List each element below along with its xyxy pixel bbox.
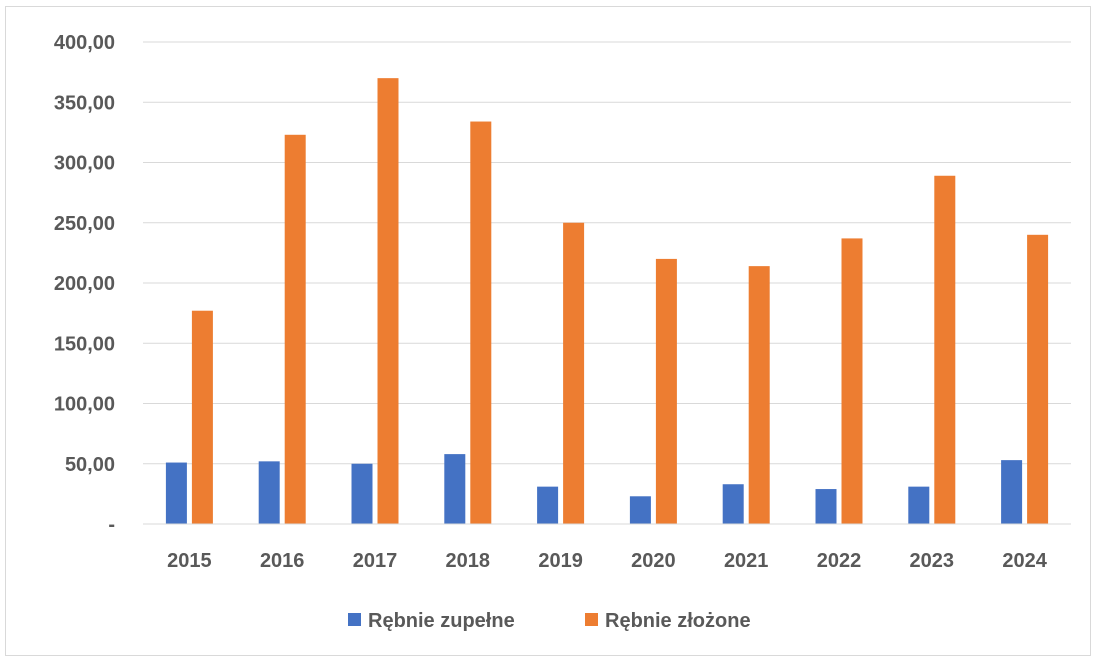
y-tick-label: 100,00 [54,394,115,416]
bar-rebnie-zupelne-2022 [815,489,837,524]
y-tick-label: 400,00 [54,32,115,54]
legend-label: Rębnie złożone [605,610,751,632]
bar-rebnie-zupelne-2017 [351,463,373,524]
bar-rebnie-zlozone-2015 [191,310,213,524]
bar-rebnie-zupelne-2018 [444,454,466,524]
bar-rebnie-zupelne-2023 [908,486,930,524]
x-tick-label: 2017 [353,550,398,572]
x-tick-label: 2019 [538,550,583,572]
legend-label: Rębnie zupełne [368,610,515,632]
bar-rebnie-zupelne-2019 [537,486,559,524]
x-tick-label: 2015 [167,550,212,572]
y-tick-label: 350,00 [54,92,115,114]
bar-rebnie-zlozone-2017 [377,78,399,525]
x-tick-label: 2016 [260,550,305,572]
bar-rebnie-zupelne-2015 [165,462,187,524]
y-axis-labels: - 50,00 100,00 150,00 200,00 250,00 300,00 350,… [54,32,115,536]
bar-rebnie-zlozone-2024 [1027,234,1049,525]
bar-rebnie-zupelne-2021 [722,484,744,524]
chart-frame [5,6,1091,656]
legend-swatch [348,613,361,626]
y-tick-label: - [108,514,115,536]
x-tick-label: 2021 [724,550,769,572]
bar-rebnie-zlozone-2023 [934,175,956,524]
bar-rebnie-zupelne-2020 [629,496,651,524]
x-tick-label: 2018 [446,550,491,572]
bars [165,78,1049,525]
bar-rebnie-zlozone-2016 [284,134,306,524]
x-tick-label: 2022 [817,550,862,572]
legend: Rębnie zupełne Rębnie złożone [348,610,751,632]
y-tick-label: 150,00 [54,333,115,355]
bar-rebnie-zlozone-2022 [841,238,863,525]
legend-swatch [585,613,598,626]
x-axis-labels: 2015 2016 2017 2018 2019 2020 2021 2022 2023 2024 [167,550,1048,572]
bar-rebnie-zlozone-2020 [655,258,677,524]
gridlines [143,41,1071,465]
bar-rebnie-zlozone-2021 [748,266,770,524]
bar-rebnie-zlozone-2019 [563,222,585,524]
y-tick-label: 250,00 [54,213,115,235]
bar-rebnie-zupelne-2016 [258,461,280,524]
x-tick-label: 2020 [631,550,676,572]
y-tick-label: 300,00 [54,153,115,175]
x-tick-label: 2023 [910,550,955,572]
y-tick-label: 200,00 [54,273,115,295]
x-tick-label: 2024 [1002,550,1047,572]
y-tick-label: 50,00 [65,454,115,476]
bar-rebnie-zlozone-2018 [470,121,492,524]
bar-rebnie-zupelne-2024 [1001,460,1023,524]
